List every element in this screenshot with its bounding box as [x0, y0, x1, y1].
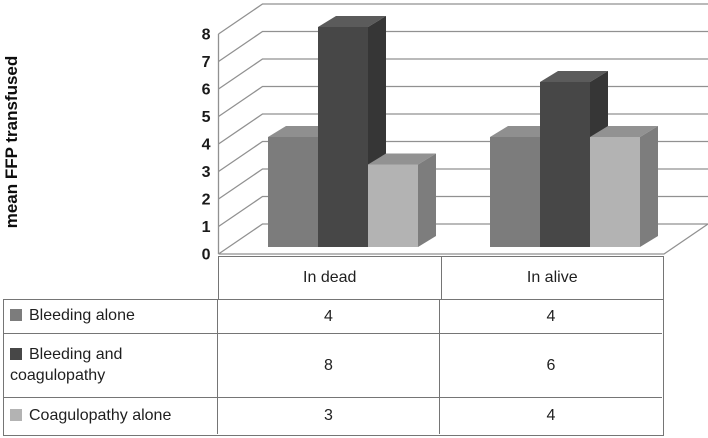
bar-group-in-alive — [490, 71, 658, 247]
value-cell: 8 — [218, 334, 440, 398]
legend-key-swatch — [10, 309, 22, 322]
y-tick-label: 8 — [202, 27, 211, 44]
gridline — [218, 3, 708, 35]
column-header-in-dead: In dead — [219, 257, 442, 299]
value-cell: 6 — [440, 334, 662, 398]
data-table: Bleeding alone 4 4 Bleeding and coagulop… — [3, 299, 664, 436]
floor-edge — [218, 223, 708, 255]
y-axis-title: mean FFP transfused — [2, 55, 21, 229]
legend-item: Bleeding and coagulopathy — [4, 334, 218, 398]
value-cell: 3 — [218, 398, 440, 434]
bar — [368, 153, 436, 247]
y-tick-label: 2 — [202, 192, 211, 209]
y-tick-label: 4 — [202, 137, 211, 154]
y-tick-label: 5 — [202, 109, 211, 126]
bar — [590, 126, 658, 247]
legend-key-swatch — [10, 347, 22, 360]
column-header-in-alive: In alive — [526, 269, 578, 286]
legend-label: Coagulopathy alone — [29, 406, 172, 424]
gridline — [218, 85, 708, 118]
value-cell: 4 — [440, 300, 662, 334]
legend-key-swatch — [10, 408, 22, 421]
legend-label: Bleeding and coagulopathy — [10, 345, 123, 384]
table-header-row: In dead In alive — [218, 256, 664, 299]
gridline — [218, 58, 708, 90]
bar-group-in-dead — [268, 16, 436, 247]
y-tick-label: 0 — [202, 247, 211, 264]
y-tick-label: 1 — [202, 219, 211, 236]
value-cell: 4 — [546, 407, 556, 424]
legend-item: Coagulopathy alone — [4, 398, 218, 434]
y-tick-label: 6 — [202, 82, 211, 99]
gridline — [218, 30, 708, 63]
legend-item: Bleeding alone — [4, 300, 218, 334]
y-tick-label: 7 — [202, 54, 211, 71]
legend-label: Bleeding alone — [29, 307, 135, 325]
value-cell: 4 — [218, 300, 440, 334]
y-tick-label: 3 — [202, 164, 211, 181]
